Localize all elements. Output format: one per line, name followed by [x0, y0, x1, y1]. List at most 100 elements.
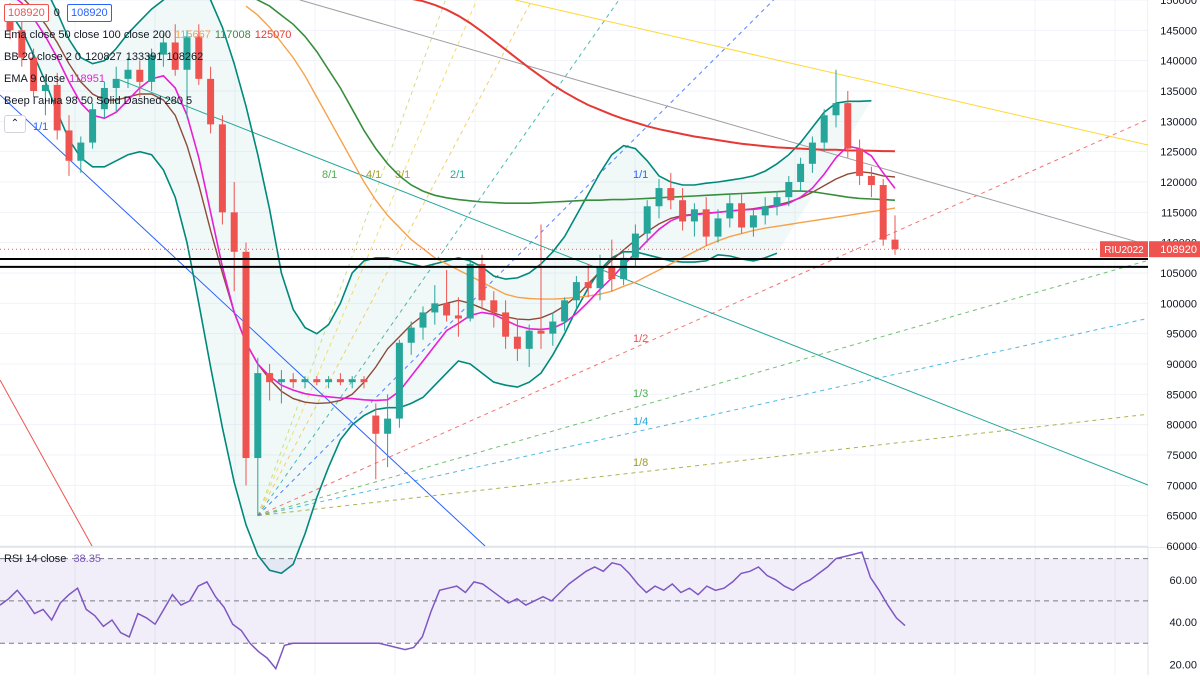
candle-body	[490, 300, 498, 313]
trend-line-yellow[interactable]	[514, 0, 1149, 146]
rsi-axis-tick-label: 20.00	[1169, 659, 1197, 671]
symbol-tag-background	[1100, 241, 1148, 258]
candle-body	[136, 69, 144, 82]
candle-body	[18, 30, 26, 58]
legend-indicator-value: 118951	[69, 73, 106, 85]
candle-body	[289, 379, 297, 383]
legend-row[interactable]: BB 20 close 2 0 120827 133391 108262	[4, 46, 295, 68]
ask-price-badge[interactable]: 108920	[66, 4, 112, 22]
candle-body	[773, 197, 781, 207]
candle-body	[384, 418, 392, 434]
header-badges-row: 108920 0 108920	[4, 2, 295, 24]
gann-fan-label: 1/4	[633, 416, 648, 428]
candle-body	[242, 251, 250, 459]
gann-fan-line	[257, 95, 1200, 517]
collapse-legend-button[interactable]: ⌃	[4, 115, 26, 133]
rsi-line	[0, 551, 906, 671]
price-axis-tick-label: 120000	[1160, 177, 1197, 189]
candle-body	[454, 315, 462, 319]
gann-fan-line	[257, 0, 775, 517]
candle-body	[360, 379, 368, 383]
gann-fan-label: 8/1	[322, 169, 337, 181]
price-axis-tick-label: 145000	[1160, 25, 1197, 37]
candle-body	[561, 300, 569, 322]
candle-body	[313, 379, 321, 383]
trend-line-gray[interactable]	[299, 0, 1149, 246]
candle-body	[124, 69, 132, 79]
trend-line-red[interactable]	[0, 379, 93, 547]
candle-body	[53, 84, 61, 131]
candle-body	[537, 330, 545, 334]
candle-body	[714, 218, 722, 237]
horizontal-levels[interactable]	[0, 248, 1148, 268]
candle-body	[549, 321, 557, 334]
gann-fan-label: 1/8	[633, 457, 648, 469]
candle-body	[643, 206, 651, 234]
candle-body	[230, 212, 238, 252]
rsi-axis-tick-label: 40.00	[1169, 617, 1197, 629]
price-axis[interactable]: 150000 145000 140000 135000 130000 125000 1200…	[1148, 0, 1200, 553]
candle-body	[148, 54, 156, 82]
gann-fan-line	[257, 407, 1200, 517]
spread-value: 0	[53, 7, 60, 19]
candle-body	[266, 373, 274, 383]
candle-body	[207, 78, 215, 125]
last-price-tag-label: 108920	[1160, 244, 1197, 256]
candle-body	[679, 200, 687, 222]
bollinger-upper-line	[50, 0, 872, 335]
candle-body	[183, 36, 191, 70]
candle-body	[195, 36, 203, 79]
candle-body	[171, 42, 179, 70]
candle-body	[879, 185, 887, 240]
price-axis-tick-label: 125000	[1160, 147, 1197, 159]
candle-body	[596, 266, 604, 289]
gann-fan-line	[257, 306, 1200, 517]
candle-body	[348, 379, 356, 383]
gann-fan-label: 4/1	[366, 169, 381, 181]
price-axis-tick-label: 65000	[1166, 511, 1197, 523]
candlestick-series	[6, 3, 899, 516]
candle-body	[159, 42, 167, 55]
rsi-axis[interactable]: 60.00 40.00 20.00	[1169, 575, 1197, 672]
ema-50-line	[245, 5, 896, 300]
legend-indicator-name: Веер Ганна 98 50 Solid Dashed 280 5	[4, 95, 193, 107]
candle-body	[856, 148, 864, 176]
gann-fan-line	[257, 0, 478, 516]
rsi-axis-tick-label: 60.00	[1169, 575, 1197, 587]
candle-body	[513, 336, 521, 349]
candle-body	[820, 115, 828, 143]
price-axis-tick-label: 60000	[1166, 541, 1197, 553]
candle-body	[608, 266, 616, 280]
candle-body	[620, 257, 628, 280]
price-axis-tick-label: 135000	[1160, 86, 1197, 98]
candle-body	[77, 142, 85, 161]
candle-body	[502, 312, 510, 337]
legend-row[interactable]: EMA 9 close 118951	[4, 68, 295, 90]
gann-fan-label: 1/2	[633, 333, 648, 345]
candle-body	[41, 84, 49, 91]
price-axis-tick-label: 85000	[1166, 389, 1197, 401]
candle-body	[738, 203, 746, 228]
candle-body	[336, 379, 344, 383]
indicator-legend: 108920 0 108920 Ema close 50 close 100 c…	[4, 2, 295, 134]
legend-row[interactable]: Ema close 50 close 100 close 200 115667 11…	[4, 24, 295, 46]
candle-body	[407, 327, 415, 343]
candle-body	[572, 282, 580, 301]
candle-body	[65, 130, 73, 161]
gann-fan-label: 2/1	[450, 169, 465, 181]
bollinger-lower-line	[9, 11, 778, 575]
price-axis-tick-label: 100000	[1160, 298, 1197, 310]
bid-price-badge[interactable]: 108920	[4, 4, 49, 22]
candle-body	[785, 182, 793, 198]
legend-row[interactable]: Веер Ганна 98 50 Solid Dashed 280 5	[4, 90, 295, 112]
candle-body	[761, 206, 769, 216]
symbol-tag-label: RIU2022	[1104, 245, 1144, 256]
price-axis-tick-label: 75000	[1166, 450, 1197, 462]
gann-fan-label: 1/3	[633, 388, 648, 400]
candle-body	[100, 87, 108, 110]
gann-fan-line	[257, 0, 620, 516]
legend-indicator-name: BB 20 close 2 0	[4, 51, 82, 63]
